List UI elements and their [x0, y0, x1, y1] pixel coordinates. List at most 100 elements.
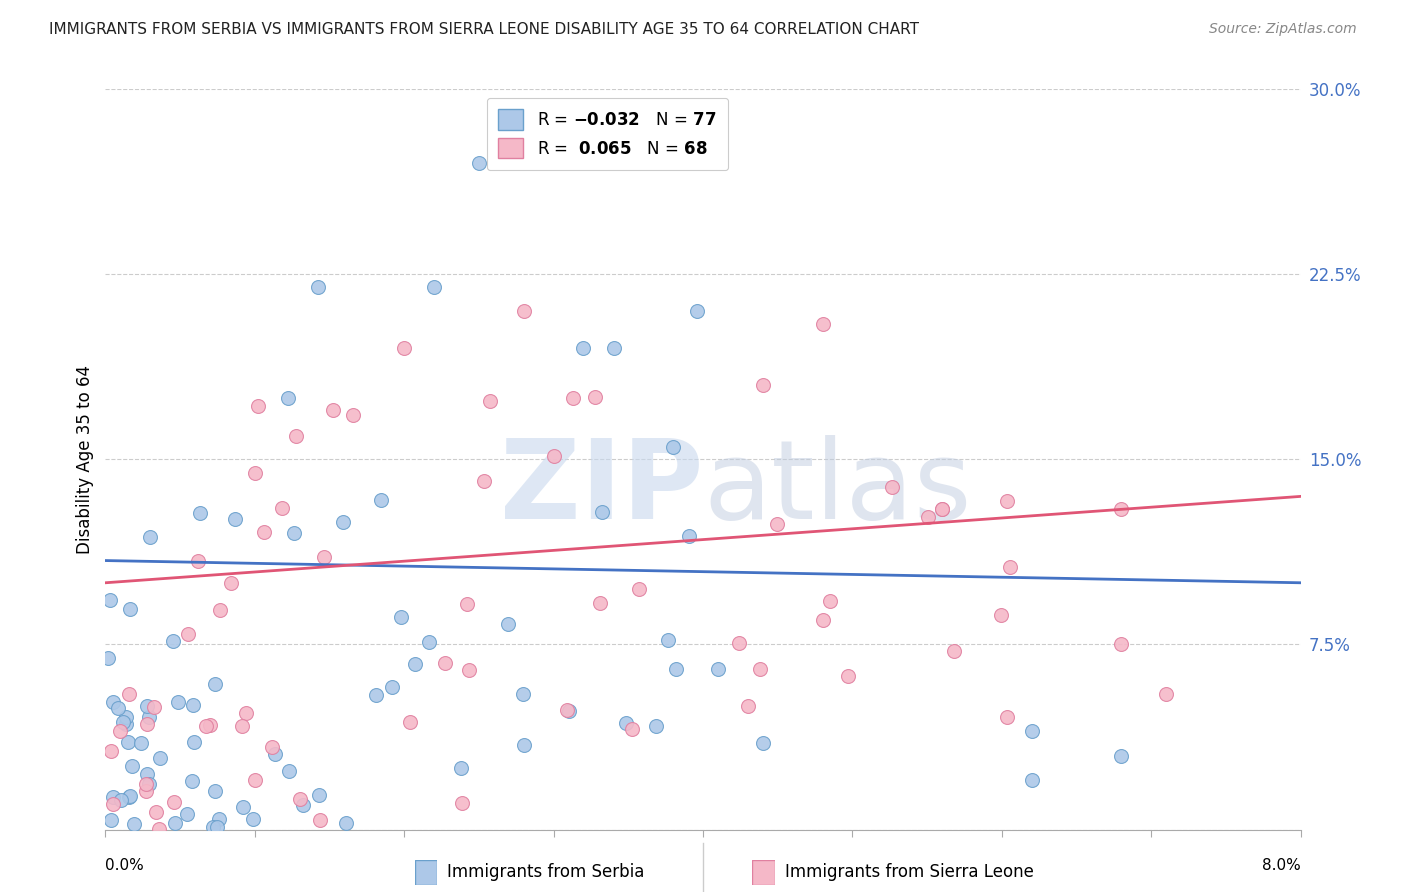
Point	[737, 699, 759, 714]
Point	[614, 716, 637, 731]
Point	[513, 738, 536, 752]
Legend: R = $\mathbf{-0.032}$   N = $\mathbf{77}$, R =  $\mathbf{0.065}$   N = $\mathbf{: R = $\mathbf{-0.032}$ N = $\mathbf{77}$,…	[486, 97, 728, 169]
Point	[512, 687, 534, 701]
Y-axis label: Disability Age 35 to 64: Disability Age 35 to 64	[76, 365, 94, 554]
Point	[513, 304, 536, 318]
Point	[181, 698, 204, 712]
Text: 8.0%: 8.0%	[1261, 858, 1301, 872]
Point	[1154, 687, 1177, 701]
Point	[995, 494, 1018, 508]
Point	[627, 582, 650, 596]
Point	[312, 550, 335, 565]
Point	[418, 635, 440, 649]
Point	[163, 815, 186, 830]
Point	[766, 517, 789, 532]
Point	[107, 701, 129, 715]
Point	[657, 632, 679, 647]
Point	[270, 500, 292, 515]
Point	[100, 744, 122, 758]
Point	[118, 687, 141, 701]
Point	[589, 596, 612, 610]
Point	[450, 761, 472, 775]
Point	[283, 526, 305, 541]
Point	[103, 789, 125, 804]
Point	[644, 719, 666, 733]
Point	[404, 657, 426, 671]
Point	[555, 702, 578, 716]
Point	[224, 512, 246, 526]
Point	[135, 698, 157, 713]
Point	[118, 602, 141, 616]
Point	[433, 657, 456, 671]
Point	[686, 304, 709, 318]
Point	[278, 764, 301, 778]
Point	[451, 796, 474, 810]
Point	[110, 793, 132, 807]
Point	[180, 774, 202, 789]
Point	[235, 706, 257, 721]
Point	[103, 797, 125, 812]
Point	[990, 607, 1012, 622]
Point	[247, 399, 270, 413]
Point	[458, 663, 481, 677]
Point	[811, 317, 834, 331]
Point	[135, 783, 157, 797]
Point	[98, 593, 121, 607]
Point	[728, 636, 751, 650]
Point	[176, 627, 198, 641]
Point	[194, 719, 217, 733]
Point	[1111, 501, 1133, 516]
Point	[603, 341, 626, 355]
Point	[591, 505, 613, 519]
Point	[101, 695, 124, 709]
Point	[478, 394, 501, 409]
Point	[117, 735, 139, 749]
Point	[288, 792, 311, 806]
Point	[139, 530, 162, 544]
Point	[392, 341, 416, 355]
Point	[114, 716, 136, 731]
Point	[143, 699, 166, 714]
Point	[917, 510, 939, 524]
Point	[100, 813, 122, 827]
Point	[118, 790, 141, 805]
Text: Immigrants from Sierra Leone: Immigrants from Sierra Leone	[785, 863, 1033, 881]
Point	[342, 408, 364, 422]
Text: ZIP: ZIP	[499, 435, 703, 542]
Point	[207, 820, 229, 834]
Point	[468, 156, 491, 170]
Point	[931, 501, 953, 516]
Point	[129, 736, 152, 750]
Point	[260, 739, 283, 754]
Point	[231, 718, 253, 732]
Point	[995, 710, 1018, 724]
Point	[678, 529, 700, 543]
Point	[242, 812, 264, 826]
Point	[135, 767, 157, 781]
Point	[662, 440, 685, 454]
Point	[498, 616, 520, 631]
Text: 0.0%: 0.0%	[105, 858, 145, 872]
Point	[1021, 773, 1043, 788]
Point	[837, 668, 859, 682]
Point	[97, 650, 120, 665]
Point	[335, 816, 357, 830]
Point	[562, 391, 585, 405]
Point	[751, 378, 773, 392]
Point	[145, 805, 167, 820]
Text: Source: ZipAtlas.com: Source: ZipAtlas.com	[1209, 22, 1357, 37]
Point	[198, 718, 221, 732]
Point	[204, 676, 226, 690]
Point	[187, 554, 209, 568]
Point	[135, 716, 157, 731]
Point	[665, 662, 688, 676]
Point	[332, 515, 354, 529]
Point	[209, 603, 232, 617]
Point	[163, 795, 186, 809]
Point	[486, 156, 509, 170]
Point	[543, 449, 565, 463]
Point	[998, 559, 1021, 574]
Point	[811, 613, 834, 627]
Point	[456, 598, 478, 612]
Point	[389, 610, 412, 624]
